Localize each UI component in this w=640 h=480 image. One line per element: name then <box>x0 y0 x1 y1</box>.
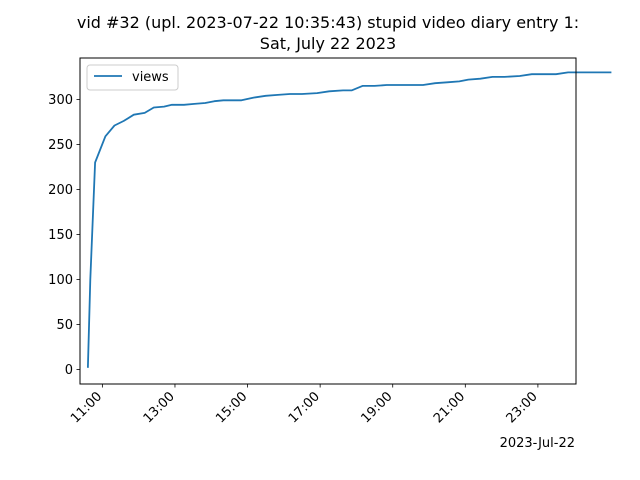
legend: views <box>86 64 179 91</box>
series-line-views <box>86 71 612 368</box>
x-tick-label: 19:00 <box>358 389 395 426</box>
x-tick-label: 21:00 <box>431 389 468 426</box>
x-tick-label: 11:00 <box>68 389 105 426</box>
chart-title: vid #32 (upl. 2023-07-22 10:35:43) stupi… <box>77 13 579 32</box>
x-tick-label: 15:00 <box>213 389 250 426</box>
x-axis: 11:00 13:00 15:00 17:00 19:00 21:00 23:00 <box>68 384 541 426</box>
x-offset-label: 2023-Jul-22 <box>500 436 575 451</box>
y-tick-label: 200 <box>48 183 73 198</box>
y-tick-label: 250 <box>48 138 73 153</box>
y-tick-label: 150 <box>48 228 73 243</box>
y-tick-label: 300 <box>48 93 73 108</box>
chart-subtitle: Sat, July 22 2023 <box>260 34 396 53</box>
y-axis: 0 50 100 150 200 250 300 <box>48 93 80 378</box>
x-tick-label: 13:00 <box>141 389 178 426</box>
legend-label-views: views <box>132 70 169 85</box>
plot-frame <box>79 57 577 385</box>
x-tick-label: 17:00 <box>286 389 323 426</box>
y-tick-label: 100 <box>48 273 73 288</box>
series-layer <box>86 71 612 368</box>
y-tick-label: 0 <box>65 363 73 378</box>
y-tick-label: 50 <box>56 318 73 333</box>
legend-box <box>86 64 179 91</box>
x-tick-label: 23:00 <box>504 389 541 426</box>
